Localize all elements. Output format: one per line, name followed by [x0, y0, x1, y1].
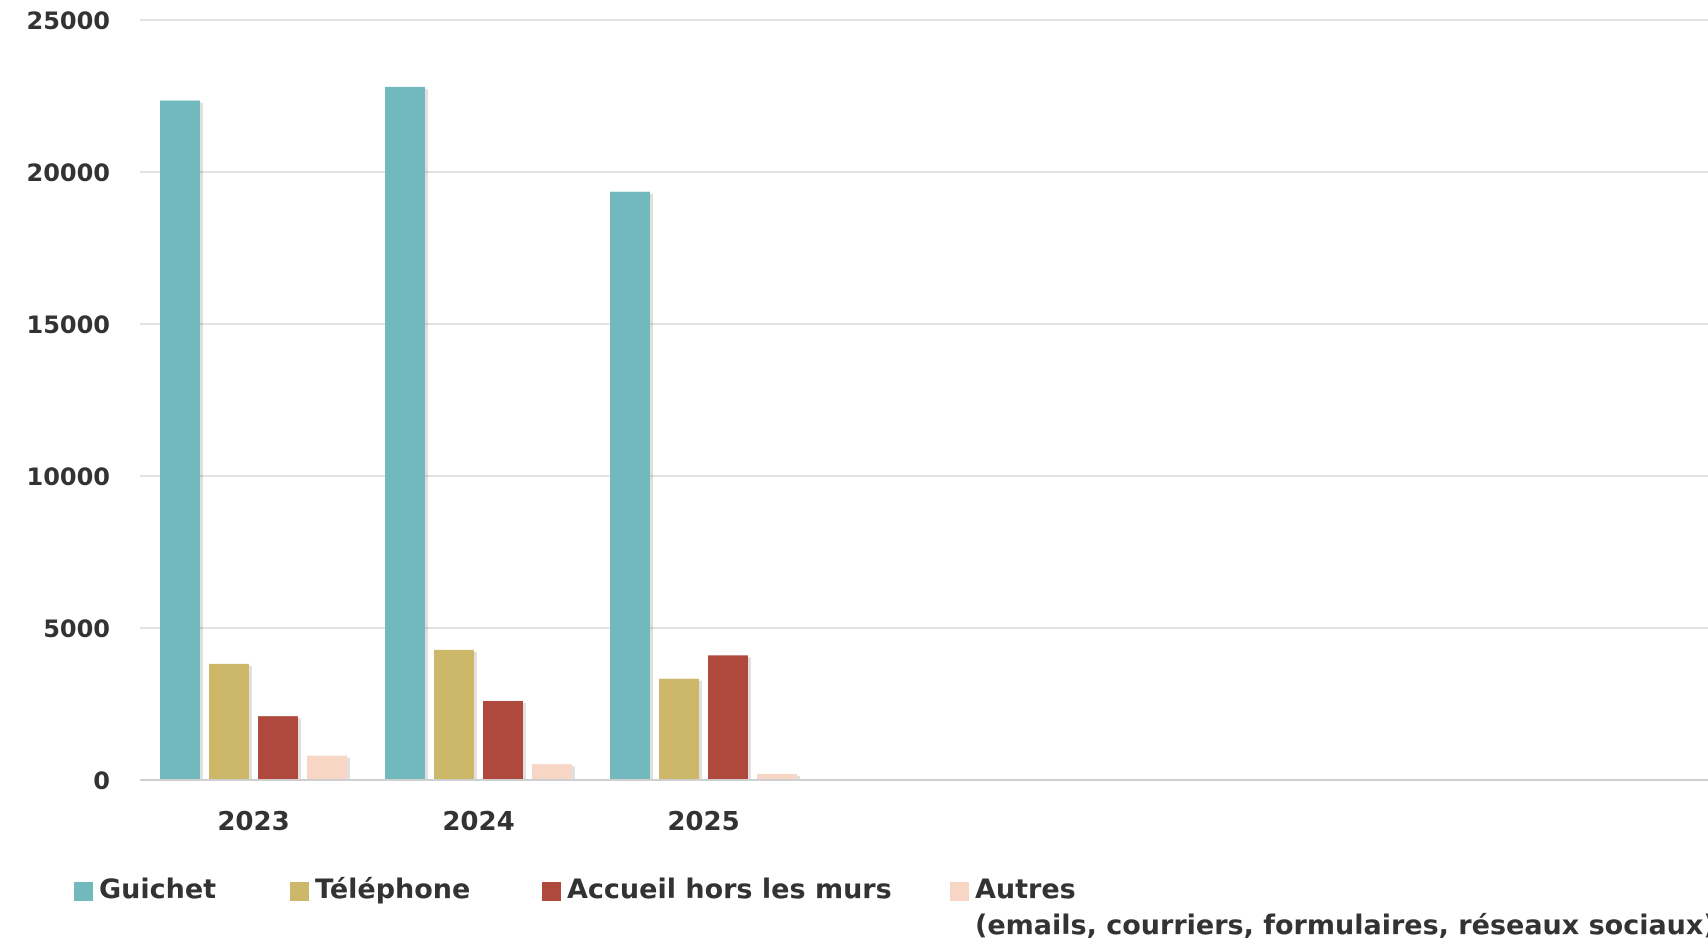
y-tick-label: 15000: [27, 311, 111, 339]
legend-item-autres: Autres (emails, courriers, formulaires, …: [950, 872, 1708, 944]
legend-label-telephone: Téléphone: [315, 874, 471, 905]
legend-item-accueil-hors-les-murs: Accueil hors les murs: [542, 872, 892, 908]
x-axis-category-labels: 2023 2024 2025: [217, 807, 739, 837]
legend-swatch-accueil-hors-les-murs: [542, 882, 561, 901]
bar: [757, 773, 797, 780]
y-tick-label: 5000: [43, 615, 110, 643]
legend-label-guichet: Guichet: [99, 874, 217, 905]
y-tick-label: 10000: [27, 463, 111, 491]
y-tick-label: 0: [93, 767, 110, 795]
bar: [258, 716, 298, 780]
legend-item-telephone: Téléphone: [290, 872, 470, 908]
x-category-label: 2025: [667, 807, 739, 837]
x-category-label: 2024: [442, 807, 514, 837]
legend-label-accueil-hors-les-murs: Accueil hors les murs: [567, 874, 892, 905]
y-axis-tick-labels: 0 5000 10000 15000 20000 25000: [27, 7, 111, 795]
bar: [483, 700, 523, 780]
bar: [307, 755, 347, 780]
bar-chart: 0 5000 10000 15000 20000 25000 2023 2024 2025: [27, 7, 1708, 837]
bar: [708, 655, 748, 780]
y-tick-label: 20000: [27, 159, 111, 187]
y-tick-label: 25000: [27, 7, 111, 35]
legend-label-autres: Autres: [975, 874, 1076, 905]
legend-label-autres-detail: (emails, courriers, formulaires, réseaux…: [975, 910, 1708, 941]
bar: [209, 663, 249, 780]
legend: Guichet Téléphone Accueil hors les murs …: [74, 872, 1708, 942]
x-category-label: 2023: [217, 807, 289, 837]
bar: [659, 678, 699, 780]
legend-swatch-autres: [950, 882, 969, 901]
gridlines: [140, 19, 1708, 629]
bar: [532, 764, 572, 780]
legend-swatch-guichet: [74, 882, 93, 901]
bars: [160, 86, 800, 780]
bar: [385, 86, 425, 780]
bar: [160, 100, 200, 780]
legend-item-guichet: Guichet: [74, 872, 216, 908]
legend-swatch-telephone: [290, 882, 309, 901]
bar: [434, 649, 474, 780]
bar: [610, 191, 650, 780]
